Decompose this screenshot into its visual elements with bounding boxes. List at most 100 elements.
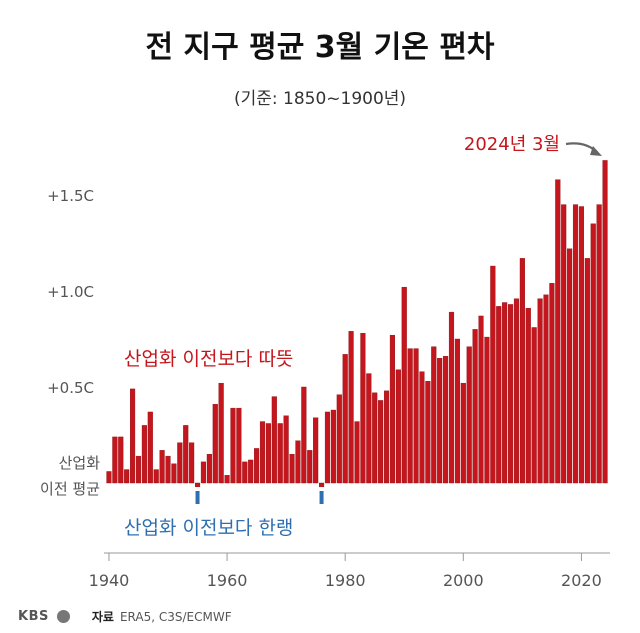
bar-1945 <box>135 455 142 484</box>
bar-1963 <box>242 461 248 484</box>
bar-1988 <box>389 334 395 484</box>
bar-2015 <box>549 283 555 484</box>
bar-1995 <box>431 346 437 484</box>
bar-1946 <box>141 425 147 484</box>
x-axis: 1940 1960 1980 2000 2020 <box>89 552 610 590</box>
source-text: ERA5, C3S/ECMWF <box>119 609 232 624</box>
bar-1965 <box>254 448 260 484</box>
bar-2012 <box>531 327 537 484</box>
bar-1953 <box>183 425 189 484</box>
bar-1961 <box>230 407 236 484</box>
x-tick-label: 2020 <box>561 571 602 590</box>
warm-annotation: 산업화 이전보다 따뜻 <box>124 348 293 370</box>
bar-2011 <box>525 308 531 484</box>
bar-1944 <box>130 388 136 484</box>
x-tick-label: 1960 <box>207 571 248 590</box>
bar-1949 <box>159 450 165 484</box>
bar-1964 <box>248 459 254 484</box>
bar-1985 <box>372 392 378 484</box>
bar-1962 <box>236 407 242 484</box>
bar-1940 <box>106 471 112 484</box>
bar-2007 <box>502 302 508 484</box>
bar-chart: +0.5C +1.0C +1.5C 1940 1960 1980 2000 2020 산업화… <box>40 134 610 590</box>
latest-annotation: 2024년 3월 <box>464 134 560 155</box>
bar-1987 <box>383 390 390 484</box>
bar-1978 <box>330 409 336 484</box>
bar-1977 <box>324 411 331 484</box>
cold-bar-1976 <box>319 491 324 504</box>
bar-2020 <box>578 206 584 484</box>
bar-2019 <box>572 204 579 484</box>
bar-1998 <box>448 311 455 484</box>
bar-1991 <box>407 348 413 484</box>
bar-1956 <box>200 461 206 484</box>
x-tick-label: 1980 <box>325 571 366 590</box>
chart-subtitle: (기준: 1850~1900년) <box>233 89 407 109</box>
bar-2024 <box>602 160 608 484</box>
bar-1959 <box>218 382 224 484</box>
bar-1952 <box>177 442 183 484</box>
bar-1970 <box>283 415 289 484</box>
bar-1994 <box>425 381 431 484</box>
kbs-logo: KBS <box>18 609 49 624</box>
bar-1957 <box>206 454 212 484</box>
bar-2022 <box>590 223 596 484</box>
y-tick-label: +1.0C <box>47 283 94 301</box>
bar-1948 <box>153 469 159 484</box>
baseline-label-line2: 이전 평균 <box>40 480 100 498</box>
bar-2009 <box>513 298 520 484</box>
bar-1989 <box>395 369 401 484</box>
bar-2005 <box>490 265 496 484</box>
bar-2023 <box>596 204 602 484</box>
bar-1969 <box>277 423 283 484</box>
y-tick-label: +1.5C <box>47 187 94 205</box>
bar-2021 <box>584 258 590 484</box>
cold-year-markers <box>195 491 324 504</box>
bar-1950 <box>165 455 171 484</box>
latest-arrow-head <box>590 146 602 156</box>
bar-2000 <box>460 382 466 484</box>
bar-1979 <box>336 394 342 484</box>
kbs-logo-icon <box>56 610 70 623</box>
bar-2010 <box>519 258 525 484</box>
bar-2003 <box>478 315 484 484</box>
bar-1999 <box>454 338 460 484</box>
bar-2008 <box>508 304 514 484</box>
cold-bar-1955 <box>195 491 200 504</box>
baseline-label-line1: 산업화 <box>59 454 101 472</box>
bar-2006 <box>496 306 502 484</box>
bar-2013 <box>537 298 543 484</box>
bar-1993 <box>419 371 425 484</box>
bar-1986 <box>378 400 384 484</box>
bar-1971 <box>289 454 295 484</box>
y-axis-tick-labels: +0.5C +1.0C +1.5C <box>47 187 94 397</box>
bar-1984 <box>366 373 372 484</box>
footer: KBS 자료 ERA5, C3S/ECMWF <box>18 608 232 625</box>
bar-1966 <box>259 421 266 484</box>
bar-2004 <box>484 336 490 484</box>
bar-2018 <box>567 248 573 484</box>
bar-1941 <box>112 436 118 484</box>
bar-1958 <box>212 404 218 484</box>
bar-1976 <box>319 482 325 488</box>
chart-title: 전 지구 평균 3월 기온 편차 <box>145 30 495 65</box>
bar-1996 <box>437 358 443 484</box>
bar-1983 <box>360 333 366 484</box>
bar-1967 <box>265 423 271 484</box>
bar-2002 <box>472 329 478 484</box>
bar-1981 <box>348 331 354 484</box>
bar-1973 <box>301 386 307 484</box>
bar-1951 <box>171 463 177 484</box>
bar-1997 <box>443 356 449 484</box>
bar-1990 <box>401 286 407 484</box>
bar-1992 <box>413 348 419 484</box>
bar-1974 <box>307 450 313 484</box>
bar-2001 <box>466 346 472 484</box>
cold-annotation: 산업화 이전보다 한랭 <box>124 517 293 539</box>
bar-1954 <box>189 442 195 484</box>
x-tick-label: 1940 <box>89 571 130 590</box>
bar-series <box>106 160 608 488</box>
bar-1975 <box>313 417 319 484</box>
bar-1982 <box>354 421 360 484</box>
bar-1980 <box>342 354 348 484</box>
